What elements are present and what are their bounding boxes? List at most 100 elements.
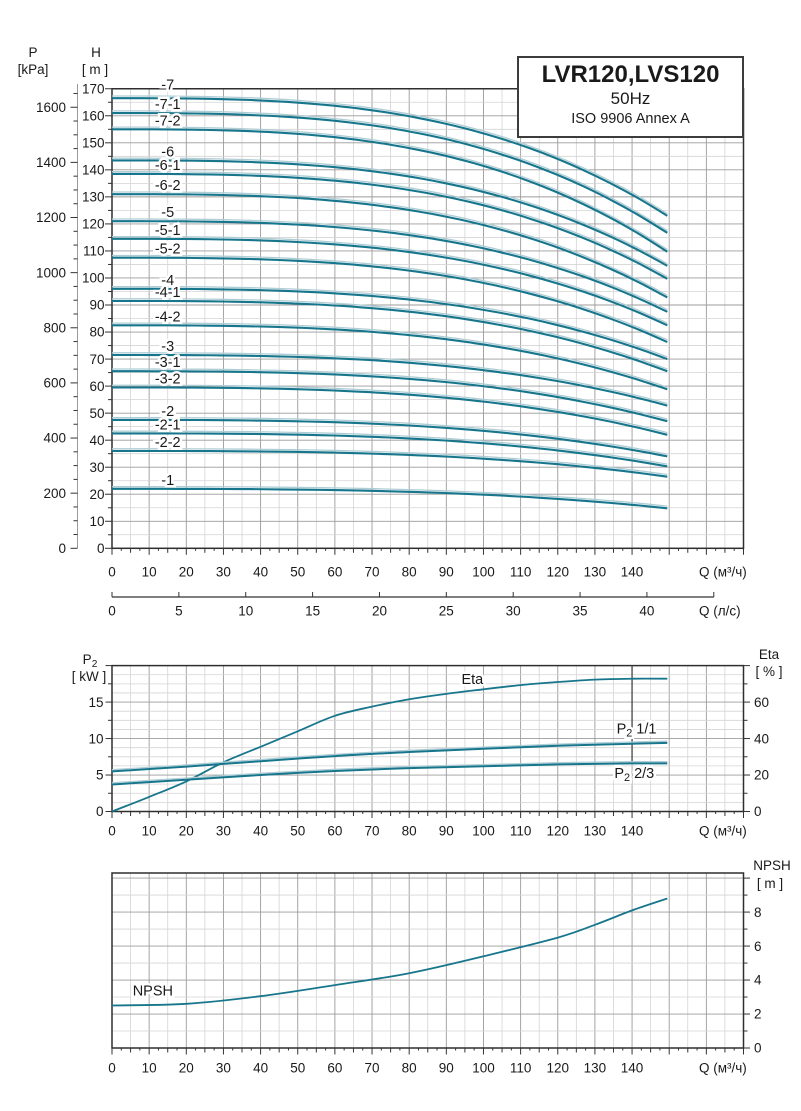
x-tick-label: 20 [179, 1061, 194, 1076]
curve-label--7: -7 [161, 78, 174, 94]
curve-label--6-2: -6-2 [155, 178, 181, 194]
curve--6-1-halo [112, 171, 668, 278]
x-tick-label: 30 [216, 1061, 231, 1076]
curve-npsh [111, 897, 668, 1007]
curve-P2-2-3 [111, 762, 668, 786]
x-tick-label: 60 [327, 824, 342, 839]
curve-label--2-2: -2-2 [155, 435, 181, 451]
x-axis-unit-label: Q (м³/ч) [699, 565, 747, 580]
x-tick-label: 10 [142, 565, 157, 580]
npsh-tick-label: 6 [754, 939, 762, 954]
p-tick-label: 1200 [36, 210, 66, 225]
curve--5-2-halo [112, 254, 668, 341]
h-axis-unit: [ m ] [82, 62, 108, 77]
curve--7-1 [112, 112, 668, 234]
x-tick-label: 140 [621, 824, 644, 839]
curve--2-1-halo [112, 430, 668, 465]
npsh-tick-label: 2 [754, 1007, 762, 1022]
curve-P2-1-1-halo [111, 740, 668, 771]
x-tick-label: 140 [621, 1061, 644, 1076]
x-tick-label: 120 [546, 1061, 569, 1076]
lps-tick-label: 10 [238, 604, 253, 619]
eta-tick-label: 0 [754, 804, 762, 819]
x-axis-unit-label: Q (м³/ч) [699, 824, 747, 839]
curve-Eta [111, 677, 668, 813]
curve--3-halo [112, 352, 668, 405]
curve--2-2-halo [111, 448, 668, 476]
curve--3-2-halo [112, 384, 668, 434]
frequency-label: 50Hz [610, 89, 651, 108]
curve-label--4-2: -4-2 [155, 309, 181, 325]
x-tick-label: 70 [365, 565, 380, 580]
curve--1 [112, 487, 668, 510]
x-tick-label: 110 [510, 565, 532, 580]
curve--5-2 [112, 256, 668, 343]
curve-label--3-2: -3-2 [155, 371, 181, 387]
h-tick-label: 170 [82, 81, 105, 96]
eta-tick-label: 60 [754, 695, 769, 710]
curve--6-2 [112, 193, 668, 299]
x-tick-label: 50 [290, 824, 305, 839]
x-tick-label: 60 [327, 565, 342, 580]
curve--7-1-halo [112, 110, 668, 232]
curve-P2-1-1 [111, 741, 668, 773]
x-tick-label: 0 [108, 565, 116, 580]
label-npsh: NPSH [133, 983, 173, 999]
x-tick-label: 90 [439, 824, 454, 839]
h-tick-label: 20 [89, 487, 104, 502]
curve-label--5-2: -5-2 [155, 242, 181, 258]
npsh-tick-label: 8 [754, 905, 762, 920]
npsh-axis-name: NPSH [753, 858, 791, 873]
curve--7-halo [112, 95, 668, 215]
curve--2-1 [112, 432, 668, 468]
p2-tick-label: 0 [96, 804, 104, 819]
p2-tick-label: 5 [96, 768, 104, 783]
x-tick-label: 100 [472, 824, 495, 839]
p-axis-name: P [28, 45, 37, 60]
curve--1-halo [112, 485, 668, 507]
h-tick-label: 40 [89, 433, 104, 448]
h-tick-label: 10 [89, 514, 104, 529]
curve--3-1 [112, 370, 668, 423]
curve--3 [112, 353, 668, 407]
x-tick-label: 30 [216, 565, 231, 580]
h-tick-label: 80 [89, 325, 104, 340]
curve--7-2 [111, 128, 668, 253]
x-tick-label: 10 [142, 824, 157, 839]
lps-tick-label: 35 [573, 604, 588, 619]
x-tick-label: 70 [365, 1061, 380, 1076]
curve-label--5-1: -5-1 [155, 223, 181, 239]
curve-P2-2-3-halo [111, 760, 668, 784]
h-tick-label: 150 [82, 136, 105, 151]
title-box: LVR120,LVS120 50Hz ISO 9906 Annex A [517, 56, 744, 138]
curve--4-2-halo [111, 322, 668, 388]
h-tick-label: 70 [89, 352, 104, 367]
x-tick-label: 20 [179, 565, 194, 580]
h-tick-label: 0 [97, 541, 105, 556]
x-axis-unit-label: Q (м³/ч) [699, 1061, 747, 1076]
npsh-tick-label: 4 [754, 973, 762, 988]
p-tick-label: 1600 [36, 100, 66, 115]
h-tick-label: 90 [89, 298, 104, 313]
npsh-chart: 0 2 4 6 8 NPSH [ m ] NPSH 0 10 20 30 40 50 60 70 80 90 100… [108, 858, 791, 1076]
p2-tick-label: 15 [88, 695, 103, 710]
curve-label--6: -6 [161, 144, 174, 160]
x-tick-label: 80 [402, 1061, 417, 1076]
p-tick-label: 600 [43, 376, 66, 391]
x-tick-label: 100 [472, 1061, 495, 1076]
x-tick-label: 110 [510, 1061, 532, 1076]
curve--6-2-halo [112, 191, 668, 296]
x-tick-label: 0 [108, 1061, 116, 1076]
label-P2-2-3: P2 2/3 [614, 766, 654, 784]
curve--5 [112, 220, 668, 313]
x-tick-label: 130 [584, 824, 607, 839]
curve-label--5: -5 [161, 205, 174, 221]
npsh-axis-unit: [ m ] [757, 876, 783, 891]
label-P2-1-1: P2 1/1 [617, 721, 657, 739]
x-tick-label: 50 [290, 1061, 305, 1076]
eta-axis-name: Eta [759, 647, 780, 662]
curve--2 [111, 418, 668, 458]
lps-tick-label: 15 [305, 604, 320, 619]
lps-tick-label: 30 [506, 604, 521, 619]
main-qh-chart: 0102030405060708090100110120130140150160… [18, 45, 747, 619]
